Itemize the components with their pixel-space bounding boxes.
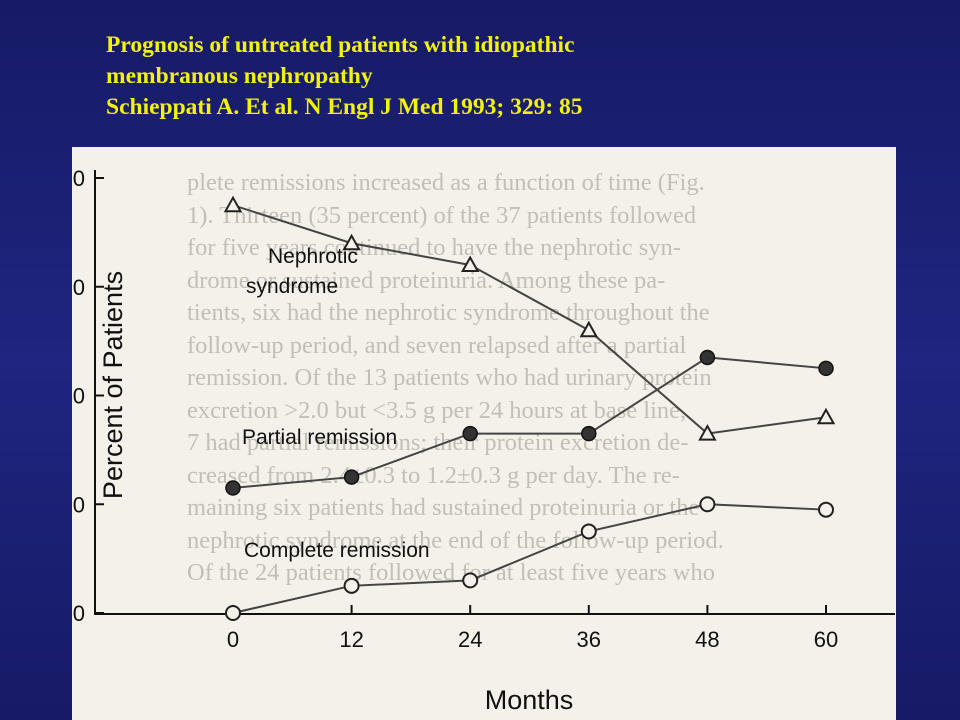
background-text-line: tients, six had the nephrotic syndrome t… [187,299,710,326]
data-point-open-circle [818,501,834,518]
data-point-filled-circle [462,425,478,442]
data-point-open-circle [580,523,597,540]
line-chart: 0 20 40 60 80 0 12 24 36 48 60 Months Percent of Pat… [72,166,895,715]
x-tick-label: 36 [577,627,601,652]
data-point-open-circle [699,496,716,513]
data-point-open-circle [462,572,479,589]
data-point-triangle [816,407,836,425]
y-tick-label: 60 [72,275,85,300]
data-point-filled-circle [581,425,597,442]
data-point-triangle [461,255,480,272]
slide-title: Prognosis of untreated patients with idi… [106,30,906,123]
series-label: syndrome [246,275,338,298]
data-point-open-circle [343,577,360,594]
data-point-filled-circle [225,480,241,496]
x-axis-label: Months [485,685,574,715]
series-label: Partial remission [242,426,397,449]
background-text-line: for five years continued to have the nep… [187,234,681,261]
y-tick-label: 80 [72,166,85,191]
series-markers [223,195,836,621]
background-text-line: drome or sustained proteinuria. Among th… [187,266,666,294]
y-tick-label: 40 [72,384,85,409]
y-tick-label: 20 [72,492,85,517]
data-point-triangle [223,195,243,213]
series-label: Nephrotic [268,245,358,268]
background-text-line: 1). Thirteen (35 percent) of the 37 pati… [187,201,697,229]
title-line-2: membranous nephropathy [106,63,373,89]
series-line-1 [232,356,827,489]
data-point-triangle [579,320,598,338]
x-tick-label: 12 [339,627,363,652]
data-point-filled-circle [818,360,834,377]
x-tick-label: 24 [458,627,482,652]
chart-axes: 0 20 40 60 80 0 12 24 36 48 60 Months Percent of Pat… [72,166,895,715]
series-lines [232,204,827,614]
data-point-filled-circle [343,469,360,485]
background-text-line: remission. Of the 13 patients who had ur… [187,364,712,391]
citation: Schieppati A. Et al. N Engl J Med 1993; … [106,94,583,120]
x-tick-label: 48 [695,627,719,652]
data-point-open-circle [225,605,241,621]
series-line-0 [232,204,827,435]
series-line-2 [232,503,827,614]
scanned-figure: plete remissions increased as a function… [72,147,896,720]
data-point-triangle [698,424,717,441]
y-axis-label: Percent of Patients [98,271,128,499]
title-line-1: Prognosis of untreated patients with idi… [106,32,575,58]
background-text-line: 7 had partial remissions; their protein … [187,429,689,456]
background-text-line: follow-up period, and seven relapsed aft… [187,331,687,359]
chart-labels: Nephrotic syndrome Partial remission Comple… [242,245,430,562]
data-point-triangle [342,233,361,251]
data-point-filled-circle [699,349,716,366]
x-tick-label: 0 [227,627,239,652]
background-text-line: maining six patients had sustained prote… [187,494,700,521]
x-tick-label: 60 [814,627,838,652]
background-text-line: excretion >2.0 but <3.5 g per 24 hours a… [187,396,687,424]
background-text-line: plete remissions increased as a function… [187,169,705,196]
y-tick-label: 0 [73,601,85,626]
background-text-line: nephrotic syndrome at the end of the fol… [187,526,724,554]
series-label: Complete remission [244,539,430,562]
